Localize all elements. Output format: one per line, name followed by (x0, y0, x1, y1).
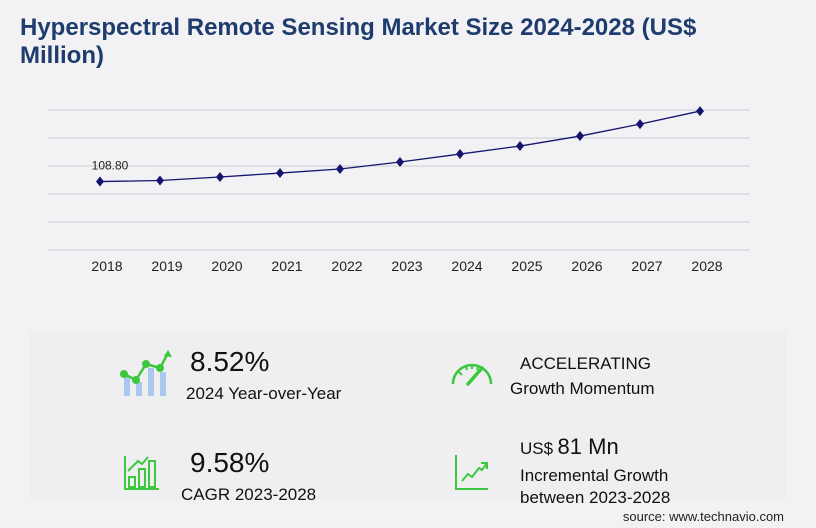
incremental-label-2: between 2023-2028 (520, 488, 671, 507)
data-point (216, 172, 224, 183)
source-text: source: www.technavio.com (622, 509, 784, 524)
trend-line-icon (455, 455, 488, 490)
data-point (516, 141, 524, 152)
incremental-prefix: US$ (520, 439, 554, 458)
x-tick-label: 2022 (331, 258, 362, 274)
data-point (636, 119, 644, 130)
x-tick-label: 2019 (151, 258, 182, 274)
x-tick-label: 2018 (91, 258, 122, 274)
data-point (156, 175, 164, 186)
incremental-value-row: US$ 81 Mn (520, 434, 619, 460)
yoy-label: 2024 Year-over-Year (186, 384, 342, 403)
x-tick-label: 2028 (691, 258, 722, 274)
data-point (396, 157, 404, 168)
momentum-value: ACCELERATING (520, 354, 651, 373)
series-line (99, 110, 701, 183)
chart-growth-icon (120, 350, 172, 396)
x-tick-label: 2027 (631, 258, 662, 274)
data-point (456, 149, 464, 160)
incremental-value: 81 Mn (557, 434, 619, 459)
x-tick-label: 2024 (451, 258, 482, 274)
yoy-value: 8.52% (190, 346, 270, 377)
cagr-value: 9.58% (190, 447, 270, 478)
x-tick-label: 2020 (211, 258, 242, 274)
chart-title: Hyperspectral Remote Sensing Market Size… (20, 14, 697, 69)
speedometer-icon (451, 363, 493, 386)
momentum-label: Growth Momentum (510, 379, 655, 398)
x-tick-label: 2026 (571, 258, 602, 274)
x-tick-label: 2025 (511, 258, 542, 274)
cagr-label: CAGR 2023-2028 (181, 485, 317, 504)
line-chart: 2018 2019 2020 2021 2022 2023 2024 2025 2026 2027… (48, 106, 750, 274)
x-tick-label: 2021 (271, 258, 302, 274)
data-point (276, 168, 284, 179)
data-point (696, 106, 704, 117)
x-tick-label: 2023 (391, 258, 422, 274)
incremental-label-1: Incremental Growth (520, 466, 669, 485)
data-point (576, 131, 584, 142)
data-label: 108.80 (92, 159, 129, 173)
data-point (336, 164, 344, 175)
bar-chart-icon (124, 456, 159, 490)
data-point (96, 176, 104, 187)
